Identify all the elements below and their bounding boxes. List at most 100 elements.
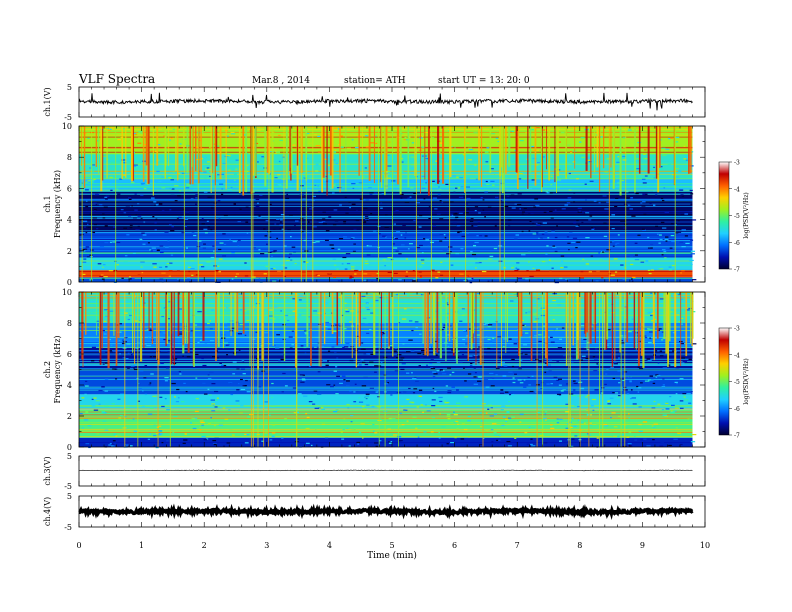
noise-speckle: [102, 420, 107, 422]
noise-speckle: [315, 428, 317, 430]
noise-speckle: [421, 262, 425, 264]
noise-speckle: [159, 278, 164, 280]
noise-speckle: [655, 374, 659, 376]
noise-speckle: [331, 247, 335, 250]
noise-speckle: [79, 246, 82, 248]
noise-speckle: [483, 143, 486, 145]
noise-speckle: [244, 433, 248, 436]
sferic-streak: [501, 292, 502, 367]
sferic-streak: [396, 126, 400, 185]
noise-speckle: [93, 210, 96, 212]
noise-speckle: [604, 208, 609, 210]
noise-speckle: [690, 193, 694, 195]
noise-speckle: [214, 406, 218, 408]
noise-speckle: [239, 323, 244, 326]
sferic-streak: [170, 292, 173, 365]
noise-speckle: [641, 205, 646, 207]
noise-speckle: [325, 364, 329, 366]
noise-speckle: [334, 351, 337, 353]
noise-speckle: [512, 265, 515, 268]
noise-speckle: [102, 155, 107, 157]
noise-speckle: [446, 443, 449, 445]
spectrogram-band: [79, 269, 693, 278]
noise-speckle: [103, 206, 108, 208]
noise-speckle: [224, 321, 228, 324]
noise-speckle: [358, 401, 364, 403]
noise-speckle: [133, 368, 138, 371]
noise-speckle: [392, 150, 396, 152]
noise-speckle: [217, 200, 221, 202]
noise-speckle: [167, 142, 172, 144]
noise-speckle: [112, 226, 117, 228]
noise-speckle: [184, 433, 187, 436]
noise-speckle: [432, 387, 435, 390]
noise-speckle: [677, 220, 680, 222]
noise-speckle: [128, 197, 132, 199]
noise-speckle: [310, 444, 313, 447]
noise-speckle: [134, 193, 137, 195]
noise-speckle: [314, 407, 320, 409]
noise-speckle: [353, 391, 356, 393]
noise-speckle: [535, 164, 539, 166]
noise-speckle: [682, 360, 688, 363]
sferic-streak: [320, 292, 322, 367]
noise-speckle: [364, 220, 367, 222]
noise-speckle: [384, 226, 389, 228]
noise-speckle: [683, 396, 686, 398]
noise-speckle: [638, 430, 643, 432]
noise-speckle: [471, 277, 474, 279]
noise-speckle: [335, 409, 339, 411]
noise-speckle: [144, 143, 147, 146]
noise-speckle: [521, 254, 526, 256]
noise-speckle: [332, 224, 337, 226]
noise-speckle: [674, 410, 677, 412]
noise-speckle: [476, 235, 479, 237]
noise-speckle: [443, 162, 448, 165]
noise-speckle: [277, 270, 282, 272]
noise-speckle: [581, 221, 584, 224]
noise-speckle: [287, 228, 291, 231]
sferic-streak: [633, 292, 636, 349]
noise-speckle: [321, 221, 326, 223]
noise-speckle: [468, 159, 473, 161]
noise-speckle: [186, 356, 191, 358]
sferic-streak: [289, 126, 291, 172]
noise-speckle: [586, 414, 590, 416]
y-tick-label: 0: [67, 443, 72, 452]
noise-speckle: [514, 269, 519, 272]
carrier-line: [79, 193, 693, 195]
sferic-streak: [606, 292, 609, 340]
noise-speckle: [641, 228, 645, 230]
noise-speckle: [315, 241, 320, 243]
noise-speckle: [544, 231, 548, 233]
noise-speckle: [116, 188, 119, 190]
noise-speckle: [164, 380, 168, 382]
noise-speckle: [329, 187, 334, 190]
noise-speckle: [504, 202, 507, 204]
noise-speckle: [246, 319, 250, 322]
noise-speckle: [454, 147, 456, 149]
noise-speckle: [494, 434, 499, 436]
noise-speckle: [123, 261, 128, 263]
noise-speckle: [512, 293, 517, 295]
noise-speckle: [93, 208, 97, 211]
noise-speckle: [672, 350, 676, 352]
noise-speckle: [204, 156, 207, 159]
noise-speckle: [369, 329, 372, 331]
noise-speckle: [294, 224, 296, 227]
noise-speckle: [448, 251, 452, 253]
noise-speckle: [358, 397, 361, 399]
noise-speckle: [413, 388, 418, 390]
noise-speckle: [218, 271, 221, 273]
noise-speckle: [198, 176, 202, 178]
noise-speckle: [679, 378, 684, 380]
y-tick-label: -5: [64, 523, 72, 532]
noise-speckle: [519, 140, 524, 142]
noise-speckle: [611, 412, 616, 414]
noise-speckle: [454, 436, 457, 439]
y-axis-label: ch.1(V): [43, 87, 52, 116]
noise-speckle: [682, 392, 687, 395]
noise-speckle: [185, 227, 189, 229]
noise-speckle: [572, 237, 578, 239]
noise-speckle: [99, 246, 105, 248]
